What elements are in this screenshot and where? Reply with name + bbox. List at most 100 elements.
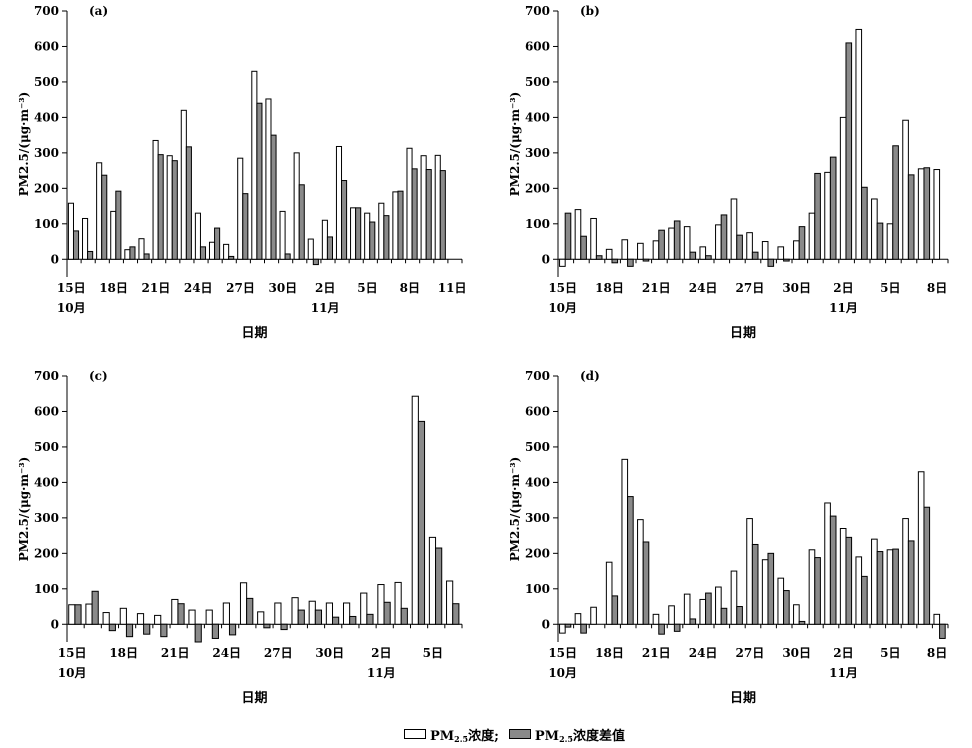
panel-b-y-tick-label: 100 — [525, 217, 550, 231]
panel-a-x-tick-label: 18日 — [99, 281, 128, 295]
panel-c-x-tick-label: 2日 — [371, 646, 391, 660]
panel-b-x-tick-label: 30日 — [782, 281, 811, 295]
panel-d-bar-concentration-10-18 — [605, 561, 613, 625]
panel-a-bar-concentration-10-24 — [194, 212, 201, 260]
panel-d-bar-concentration-10-30 — [793, 604, 800, 625]
panel-c-bar-concentration-11-05 — [428, 536, 437, 625]
panel-b-bar-difference-10-25 — [720, 214, 728, 260]
panel-d-bar-difference-10-26 — [736, 606, 743, 625]
panel-a-bar-difference-10-25 — [214, 227, 221, 260]
panel-c-bar-difference-10-15 — [74, 604, 82, 625]
panel-a-bar-difference-11-03 — [341, 180, 348, 260]
panel-d-bar-concentration-11-08 — [933, 613, 941, 625]
panel-d-x-tick-label: 30日 — [782, 646, 811, 660]
panel-c-bar-concentration-10-19 — [136, 613, 145, 625]
panel-d-bar-difference-10-23 — [689, 618, 697, 625]
panel-a-bar-concentration-11-05 — [364, 212, 371, 260]
panel-a-y-axis-label: PM2.5/(μg·m⁻³) — [17, 92, 31, 197]
panel-c-bar-concentration-11-04 — [411, 395, 419, 625]
panel-b-bar-concentration-10-16 — [574, 209, 582, 260]
panel-a-y-tick-label: 600 — [34, 39, 59, 53]
panel-a-y-tick-label: 300 — [34, 146, 59, 160]
panel-d-bar-concentration-10-26 — [730, 570, 738, 625]
panel-b-y-axis-label: PM2.5/(μg·m⁻³) — [508, 92, 522, 197]
panel-b-bar-concentration-10-31 — [808, 212, 816, 260]
panel-d-bar-concentration-10-23 — [683, 593, 691, 625]
panel-a-bar-difference-10-15 — [72, 230, 80, 260]
panel-b-x-tick-label: 5日 — [880, 281, 900, 295]
panel-a-bar-concentration-10-20 — [138, 238, 145, 260]
panel-c-bar-difference-11-04 — [417, 420, 426, 625]
panel-c-bar-difference-10-25 — [246, 597, 254, 625]
panel-c-x-tick-label: 27日 — [264, 646, 293, 660]
panel-d-bar-difference-10-27 — [751, 543, 759, 625]
panel-d-x-tick-label: 24日 — [689, 646, 718, 660]
panel-d-bar-difference-11-02 — [845, 536, 853, 625]
panel-d-bar-difference-10-16 — [580, 623, 587, 634]
panel-b-bar-difference-11-06 — [907, 174, 915, 260]
panel-d-x-axis-label: 日期 — [730, 691, 756, 706]
panel-a-month-label: 11月 — [311, 301, 340, 315]
panel-b-bar-concentration-10-26 — [730, 198, 738, 260]
panel-a-bar-concentration-10-23 — [180, 109, 187, 260]
panel-b-x-tick-label: 18日 — [595, 281, 624, 295]
panel-a-bar-concentration-11-10 — [434, 154, 441, 260]
panel-d-bar-concentration-11-06 — [902, 518, 909, 625]
panel-b-bar-difference-11-01 — [829, 156, 837, 260]
panel-b-bar-difference-10-29 — [783, 258, 790, 262]
panel-b-y-tick-label: 500 — [525, 75, 550, 89]
panel-c-bar-concentration-10-15 — [68, 604, 76, 625]
panel-d-bar-concentration-10-25 — [715, 586, 722, 625]
panel-c-bar-concentration-11-03 — [394, 581, 402, 625]
panel-d-bar-difference-10-18 — [611, 595, 619, 625]
panel-c-x-tick-label: 15日 — [58, 646, 87, 660]
panel-b-x-tick-label: 8日 — [927, 281, 947, 295]
panel-a-bar-difference-10-22 — [171, 160, 178, 260]
panel-b-bar-concentration-11-05 — [886, 223, 894, 260]
panel-b-bar-difference-10-22 — [673, 220, 681, 260]
panel-c-bar-difference-10-27 — [280, 623, 288, 631]
panel-b-bar-concentration-10-21 — [652, 240, 660, 260]
panel-c-y-tick-label: 0 — [51, 617, 59, 631]
panel-b-x-axis-label: 日期 — [730, 326, 756, 341]
panel-d-bar-concentration-10-29 — [777, 577, 785, 625]
panel-d-y-tick-label: 100 — [525, 582, 550, 596]
panel-a-x-tick-label: 11日 — [438, 281, 467, 295]
panel-a-x-tick-label: 21日 — [142, 281, 171, 295]
panel-b-y-tick-label: 200 — [525, 181, 550, 195]
panel-d-bar-concentration-10-17 — [590, 606, 597, 625]
panel-a-x-tick-label: 15日 — [57, 281, 86, 295]
panel-a-bar-concentration-10-15 — [67, 202, 74, 260]
panel-d-bar-difference-11-07 — [923, 506, 931, 625]
panel-b-bar-concentration-10-19 — [621, 239, 629, 260]
panel-c-bar-concentration-10-27 — [274, 602, 282, 625]
panel-b-bar-concentration-10-28 — [761, 241, 769, 260]
panel-d-y-tick-label: 300 — [525, 511, 550, 525]
panel-d-bar-concentration-11-05 — [886, 549, 894, 625]
panel-b-bar-difference-10-19 — [627, 258, 634, 267]
panel-a-x-tick-label: 5日 — [357, 281, 377, 295]
panel-b-bar-difference-10-16 — [580, 235, 587, 260]
panel-a-x-tick-label: 24日 — [184, 281, 213, 295]
panel-a-bar-concentration-10-30 — [279, 210, 286, 260]
panel-a-bar-difference-10-23 — [185, 146, 192, 260]
panel-d-bar-difference-11-06 — [907, 540, 915, 625]
panel-b-month-label: 10月 — [548, 301, 577, 315]
panel-a-bar-concentration-11-08 — [406, 147, 413, 260]
panel-c-bar-difference-11-06 — [452, 603, 460, 625]
panel-a-month-label: 10月 — [57, 301, 86, 315]
panel-c-bar-concentration-10-18 — [119, 607, 127, 625]
panel-a-bar-difference-10-18 — [115, 190, 122, 260]
panel-c-bar-concentration-10-23 — [205, 609, 213, 625]
panel-d-bar-concentration-10-20 — [637, 519, 644, 625]
panel-a-bar-concentration-10-19 — [124, 249, 131, 260]
panel-c-y-tick-label: 500 — [34, 440, 59, 454]
panel-a-bar-difference-10-24 — [199, 246, 207, 260]
panel-d-bar-difference-10-22 — [673, 623, 681, 632]
panel-a-bar-difference-10-29 — [270, 134, 277, 260]
panel-d-bar-concentration-10-24 — [699, 598, 707, 625]
panel-d-y-tick-label: 200 — [525, 546, 550, 560]
panel-a-x-tick-label: 27日 — [226, 281, 255, 295]
panel-a-bar-concentration-11-07 — [392, 191, 399, 260]
panel-b-bar-concentration-11-08 — [933, 169, 941, 260]
